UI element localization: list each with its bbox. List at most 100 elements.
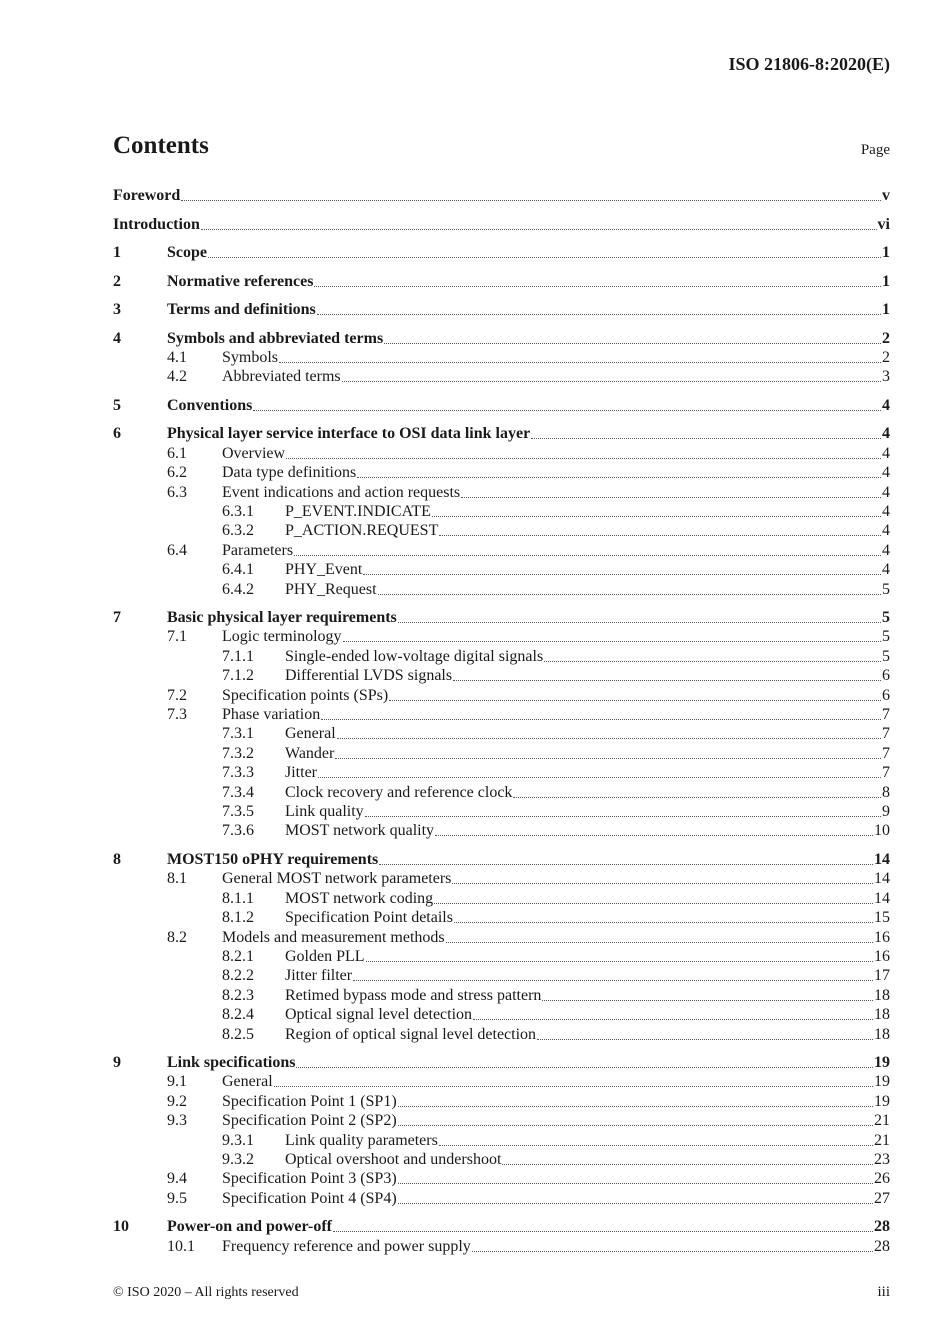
toc-entry[interactable]: 8.1.2 Specification Point details 15 (222, 909, 890, 927)
toc-entry[interactable]: 6.3 Event indications and action requests… (167, 484, 890, 502)
toc-entry-page: 14 (874, 889, 890, 907)
toc-entry[interactable]: 6.1 Overview 4 (167, 445, 890, 463)
toc-entry[interactable]: 10 Power-on and power-off 28 (113, 1218, 890, 1236)
toc-entry-page: 28 (874, 1237, 890, 1255)
toc-entry[interactable]: 8.2.1 Golden PLL 16 (222, 948, 890, 966)
toc-entry-number: 7.3.4 (222, 783, 254, 801)
toc-entry-page: 19 (874, 1054, 890, 1071)
toc-entry[interactable]: 6.3.1 P_EVENT.INDICATE 4 (222, 503, 890, 521)
toc-entry[interactable]: 6.2 Data type definitions 4 (167, 464, 890, 482)
dot-leader (379, 863, 873, 865)
toc-entry-title: Link quality (285, 803, 364, 820)
toc-entry-number: 9 (113, 1054, 121, 1071)
dot-leader (502, 1164, 873, 1165)
toc-entry[interactable]: 7.3.3 Jitter 7 (222, 764, 890, 782)
toc-entry[interactable]: 4.2 Abbreviated terms 3 (167, 368, 890, 386)
toc-entry[interactable]: 6.4 Parameters 4 (167, 542, 890, 560)
toc-entry[interactable]: 10.1 Frequency reference and power supply… (167, 1238, 890, 1256)
toc-entry-title: Region of optical signal level detection (285, 1025, 537, 1043)
toc-entry[interactable]: 7.3.6 MOST network quality 10 (222, 822, 890, 840)
document-id: ISO 21806-8:2020(E) (728, 54, 891, 74)
toc-entry-title: Symbols (222, 348, 279, 366)
toc-entry-page: 5 (882, 609, 890, 626)
toc-entry[interactable]: 9.3 Specification Point 2 (SP2) 21 (167, 1112, 890, 1130)
toc-entry[interactable]: 9.3.2 Optical overshoot and undershoot 23 (222, 1151, 890, 1169)
toc-entry-title: Differential LVDS signals (285, 667, 453, 685)
dot-leader (336, 738, 881, 740)
toc-entry-number: 7.1.1 (222, 647, 254, 665)
toc-entry[interactable]: 6.3.2 P_ACTION.REQUEST 4 (222, 522, 890, 540)
toc-entry[interactable]: 2 Normative references 1 (113, 273, 890, 291)
dot-leader (335, 757, 881, 759)
toc-entry-page: 8 (882, 783, 890, 801)
dot-leader (321, 719, 881, 720)
toc-entry[interactable]: 7 Basic physical layer requirements 5 (113, 609, 890, 627)
dot-leader (364, 816, 881, 817)
toc-entry[interactable]: 6 Physical layer service interface to OSI… (113, 425, 890, 443)
toc-entry[interactable]: 7.3.5 Link quality 9 (222, 803, 890, 821)
dot-leader (341, 381, 881, 383)
toc-entry[interactable]: Introduction vi (113, 216, 890, 234)
toc-entry[interactable]: 7.2 Specification points (SPs) 6 (167, 687, 890, 705)
dot-leader (397, 622, 881, 623)
toc-entry[interactable]: 8 MOST150 oPHY requirements 14 (113, 851, 890, 869)
toc-entry[interactable]: 4.1 Symbols 2 (167, 349, 890, 367)
toc-entry-title: Event indications and action requests (222, 483, 461, 501)
toc-entry-number: 9.1 (167, 1073, 187, 1091)
toc-entry-number: 7.1.2 (222, 667, 254, 685)
toc-entry-title: Symbols and abbreviated terms (167, 329, 384, 347)
toc-entry[interactable]: 7.3.2 Wander 7 (222, 745, 890, 763)
toc-entry[interactable]: 7.1.1 Single-ended low-voltage digital si… (222, 648, 890, 666)
toc-entry[interactable]: 4 Symbols and abbreviated terms 2 (113, 330, 890, 348)
toc-entry[interactable]: 5 Conventions 4 (113, 397, 890, 415)
toc-entry-number: 9.2 (167, 1092, 187, 1110)
toc-entry[interactable]: 7.1 Logic terminology 5 (167, 628, 890, 646)
toc-entry[interactable]: 7.3 Phase variation 7 (167, 706, 890, 724)
toc-entry-number: 8 (113, 850, 121, 868)
toc-entry[interactable]: 9.5 Specification Point 4 (SP4) 27 (167, 1190, 890, 1208)
dot-leader (439, 535, 881, 537)
toc-entry[interactable]: 6.4.1 PHY_Event 4 (222, 561, 890, 579)
toc-entry-page: 7 (882, 764, 890, 782)
toc-entry[interactable]: 3 Terms and definitions 1 (113, 301, 890, 319)
toc-entry[interactable]: 8.1 General MOST network parameters 14 (167, 870, 890, 888)
toc-entry[interactable]: 7.3.4 Clock recovery and reference clock 8 (222, 784, 890, 802)
toc-entry-title: Specification Point details (285, 909, 453, 927)
toc-entry[interactable]: Foreword v (113, 187, 890, 205)
toc-entry[interactable]: 9 Link specifications 19 (113, 1054, 890, 1072)
toc-entry[interactable]: 8.2.3 Retimed bypass mode and stress patt… (222, 987, 890, 1005)
toc-entry-page: 4 (882, 522, 890, 540)
dot-leader (461, 496, 881, 498)
toc-entry-number: 5 (113, 396, 121, 414)
dot-leader (279, 361, 881, 363)
toc-entry-title: Retimed bypass mode and stress pattern (285, 986, 542, 1004)
toc-entry-page: 16 (874, 928, 890, 946)
toc-entry-page: 23 (874, 1151, 890, 1168)
toc-entry[interactable]: 9.3.1 Link quality parameters 21 (222, 1132, 890, 1150)
toc-entry[interactable]: 8.1.1 MOST network coding 14 (222, 890, 890, 908)
toc-entry[interactable]: 1 Scope 1 (113, 244, 890, 262)
toc-entry-page: 19 (874, 1092, 890, 1110)
dot-leader (342, 641, 881, 643)
toc-entry-page: 27 (874, 1189, 890, 1207)
toc-entry-page: 4 (882, 483, 890, 501)
toc-entry[interactable]: 8.2 Models and measurement methods 16 (167, 929, 890, 947)
toc-entry-page: 9 (882, 803, 890, 820)
page-title: Contents (113, 132, 209, 159)
toc-entry[interactable]: 8.2.2 Jitter filter 17 (222, 967, 890, 985)
toc-entry-page: 4 (882, 502, 890, 520)
toc-entry[interactable]: 8.2.4 Optical signal level detection 18 (222, 1006, 890, 1024)
toc-entry[interactable]: 9.1 General 19 (167, 1073, 890, 1091)
toc-entry-number: 8.2.2 (222, 967, 254, 985)
toc-entry-page: 1 (882, 244, 890, 261)
toc-entry-title: Specification Point 4 (SP4) (222, 1189, 397, 1207)
toc-entry[interactable]: 7.1.2 Differential LVDS signals 6 (222, 667, 890, 685)
toc-entry[interactable]: 8.2.5 Region of optical signal level dete… (222, 1026, 890, 1044)
toc-entry-page: 7 (882, 725, 890, 743)
toc-entry[interactable]: 7.3.1 General 7 (222, 725, 890, 743)
toc-entry[interactable]: 6.4.2 PHY_Request 5 (222, 581, 890, 599)
toc-entry-number: 8.1.2 (222, 909, 254, 927)
toc-entry[interactable]: 9.4 Specification Point 3 (SP3) 26 (167, 1170, 890, 1188)
toc-entry[interactable]: 9.2 Specification Point 1 (SP1) 19 (167, 1093, 890, 1111)
